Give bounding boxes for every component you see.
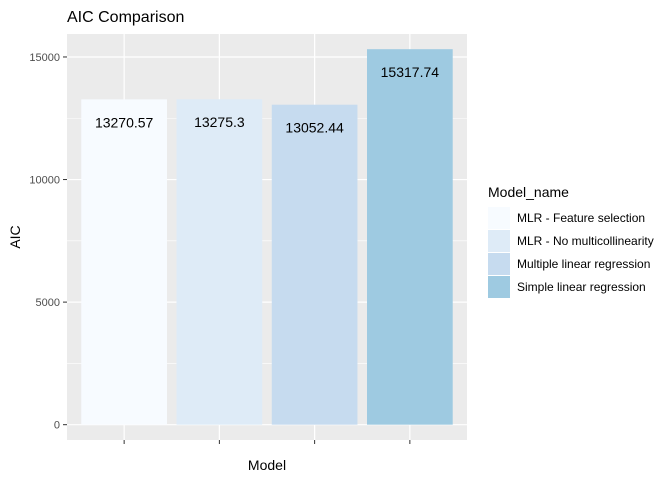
legend: Model_name MLR - Feature selection MLR - … <box>488 184 654 298</box>
legend-key-3 <box>488 253 510 275</box>
legend-label: MLR - No multicollinearity <box>517 234 654 248</box>
bar-4 <box>367 49 453 425</box>
data-label: 13052.44 <box>285 120 344 136</box>
data-label: 15317.74 <box>381 64 440 80</box>
bar-3 <box>271 104 358 425</box>
legend-key-2 <box>488 230 510 252</box>
y-axis-title: AIC <box>7 225 23 248</box>
y-tick-label: 0 <box>54 420 60 432</box>
bars <box>81 49 453 425</box>
legend-label: Multiple linear regression <box>517 257 650 271</box>
x-axis <box>123 440 411 444</box>
y-axis: 0 5000 10000 15000 <box>29 52 67 432</box>
data-label: 13275.3 <box>194 114 245 130</box>
y-tick-label: 10000 <box>29 175 60 187</box>
legend-label: MLR - Feature selection <box>517 211 645 225</box>
chart-title: AIC Comparison <box>67 9 184 26</box>
legend-key-4 <box>488 276 510 298</box>
legend-key-1 <box>488 207 510 229</box>
data-label: 13270.57 <box>95 114 154 130</box>
bar-1 <box>81 99 167 425</box>
legend-title: Model_name <box>488 184 569 200</box>
y-tick-label: 5000 <box>36 297 60 309</box>
x-axis-title: Model <box>248 457 286 473</box>
legend-label: Simple linear regression <box>517 280 646 294</box>
y-tick-label: 15000 <box>29 52 60 64</box>
data-labels: 13270.57 13275.3 13052.44 15317.74 <box>95 64 439 136</box>
bar-2 <box>176 99 263 425</box>
